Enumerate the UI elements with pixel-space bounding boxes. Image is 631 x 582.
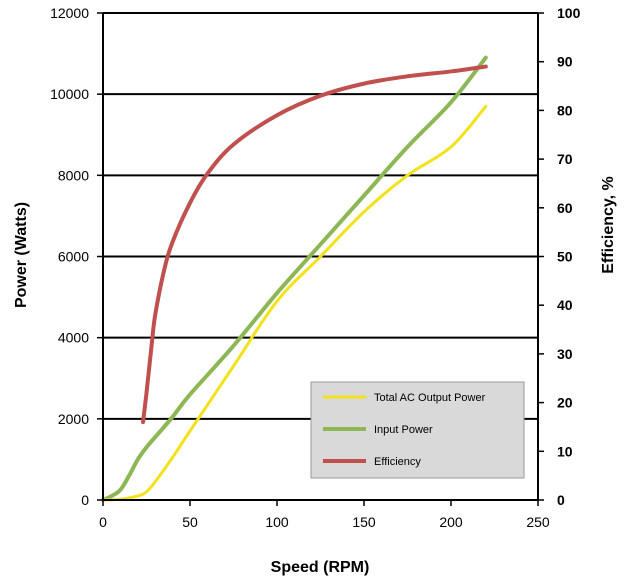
y-tick-label-4000: 4000: [58, 330, 89, 346]
legend-label-total-ac-output-power: Total AC Output Power: [374, 392, 486, 404]
y2-tick-label-10: 10: [557, 443, 573, 459]
series-line-total-ac-output-power: [101, 104, 488, 502]
y2-tick-label-50: 50: [557, 249, 573, 265]
legend: Total AC Output Power Input Power Effici…: [310, 381, 525, 479]
y2-tick-label-80: 80: [557, 102, 573, 118]
x-tick-label-200: 200: [439, 514, 463, 530]
y2-tick-label-100: 100: [557, 5, 581, 21]
x-axis-title: Speed (RPM): [271, 559, 370, 576]
axes: [97, 12, 544, 506]
series-line-efficiency: [141, 64, 488, 425]
y-tick-label-10000: 10000: [50, 86, 89, 102]
tick-labels: 0200040006000800010000120000102030405060…: [50, 5, 581, 530]
x-tick-label-150: 150: [352, 514, 376, 530]
y-tick-label-2000: 2000: [58, 411, 89, 427]
y2-tick-label-40: 40: [557, 297, 573, 313]
y-axis-title: Power (Watts): [13, 202, 30, 308]
y2-axis-title: Efficiency, %: [600, 176, 617, 274]
series-line-input-power: [101, 55, 488, 502]
y-tick-label-6000: 6000: [58, 249, 89, 265]
y2-tick-label-20: 20: [557, 395, 573, 411]
y2-tick-label-0: 0: [557, 492, 565, 508]
x-tick-label-50: 50: [182, 514, 198, 530]
y-tick-label-0: 0: [81, 492, 89, 508]
y-tick-label-8000: 8000: [58, 167, 89, 183]
y2-tick-label-60: 60: [557, 200, 573, 216]
y2-tick-label-70: 70: [557, 151, 573, 167]
series-lines: [101, 55, 488, 502]
y-tick-label-12000: 12000: [50, 5, 89, 21]
legend-label-efficiency: Efficiency: [374, 456, 421, 468]
y2-tick-label-30: 30: [557, 346, 573, 362]
y2-tick-label-90: 90: [557, 54, 573, 70]
legend-label-input-power: Input Power: [374, 424, 433, 436]
x-tick-label-0: 0: [99, 514, 107, 530]
x-tick-label-250: 250: [526, 514, 550, 530]
x-tick-label-100: 100: [265, 514, 289, 530]
